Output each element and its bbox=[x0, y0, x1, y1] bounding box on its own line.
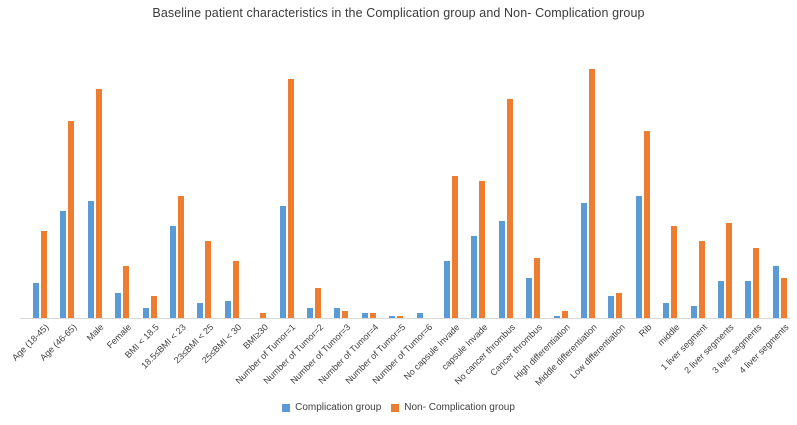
complication-bar-20 bbox=[581, 203, 587, 318]
complication-bar-26 bbox=[745, 281, 752, 318]
complication-bar-1 bbox=[60, 211, 67, 318]
non-complication-bar-6 bbox=[205, 241, 212, 318]
non-complication-bar-13 bbox=[397, 316, 404, 318]
non-complication-bar-22 bbox=[643, 131, 650, 318]
complication-bar-18 bbox=[526, 278, 533, 318]
legend-swatch-non-complication-icon bbox=[391, 403, 400, 412]
chart-title: Baseline patient characteristics in the … bbox=[152, 6, 645, 20]
non-complication-bar-2 bbox=[95, 89, 102, 318]
x-axis-line bbox=[20, 318, 790, 319]
complication-bar-16 bbox=[471, 236, 478, 318]
non-complication-bar-19 bbox=[561, 311, 568, 318]
non-complication-bar-11 bbox=[342, 311, 349, 318]
non-complication-bar-9 bbox=[287, 79, 294, 318]
non-complication-bar-12 bbox=[369, 313, 376, 318]
non-complication-bar-25 bbox=[726, 223, 732, 318]
complication-bar-6 bbox=[197, 303, 204, 318]
complication-bar-15 bbox=[444, 261, 450, 318]
non-complication-bar-27 bbox=[780, 278, 787, 318]
complication-bar-2 bbox=[87, 201, 94, 318]
non-complication-bar-10 bbox=[315, 288, 321, 318]
complication-bar-23 bbox=[663, 303, 670, 318]
non-complication-bar-5 bbox=[178, 196, 184, 318]
legend-label-non-complication: Non- Complication group bbox=[404, 402, 515, 413]
non-complication-bar-1 bbox=[68, 121, 75, 318]
non-complication-bar-7 bbox=[232, 261, 239, 318]
legend-item-complication: Complication group bbox=[282, 402, 381, 413]
complication-bar-12 bbox=[361, 313, 368, 318]
non-complication-bar-18 bbox=[534, 258, 541, 318]
complication-bar-7 bbox=[224, 301, 231, 318]
non-complication-bar-20 bbox=[589, 69, 595, 318]
complication-bar-10 bbox=[307, 308, 313, 318]
complication-bar-11 bbox=[334, 308, 341, 318]
category-label-2: Male bbox=[85, 322, 106, 343]
complication-bar-9 bbox=[279, 206, 286, 318]
non-complication-bar-24 bbox=[698, 241, 705, 318]
non-complication-bar-17 bbox=[506, 99, 513, 318]
category-label-27: 4 liver segments bbox=[737, 322, 791, 376]
complication-bar-4 bbox=[142, 308, 149, 318]
complication-bar-19 bbox=[553, 316, 560, 318]
complication-bar-3 bbox=[115, 293, 122, 318]
complication-bar-25 bbox=[718, 281, 724, 318]
non-complication-bar-21 bbox=[616, 293, 623, 318]
non-complication-bar-26 bbox=[753, 248, 760, 318]
non-complication-bar-16 bbox=[479, 181, 486, 318]
category-label-22: Rib bbox=[637, 322, 654, 339]
non-complication-bar-8 bbox=[260, 313, 267, 318]
legend-swatch-complication-icon bbox=[282, 403, 291, 412]
complication-bar-5 bbox=[170, 226, 176, 318]
complication-bar-13 bbox=[389, 316, 396, 318]
complication-bar-21 bbox=[608, 296, 615, 318]
complication-bar-17 bbox=[498, 221, 505, 318]
non-complication-bar-23 bbox=[671, 226, 678, 318]
non-complication-bar-4 bbox=[150, 296, 157, 318]
complication-bar-24 bbox=[690, 306, 697, 318]
complication-bar-22 bbox=[635, 196, 642, 318]
complication-bar-14 bbox=[416, 313, 423, 318]
complication-bar-0 bbox=[33, 283, 39, 318]
legend: Complication group Non- Complication gro… bbox=[0, 402, 797, 413]
legend-item-non-complication: Non- Complication group bbox=[391, 402, 515, 413]
non-complication-bar-0 bbox=[41, 231, 47, 318]
non-complication-bar-15 bbox=[452, 176, 458, 318]
complication-bar-27 bbox=[772, 266, 779, 318]
legend-label-complication: Complication group bbox=[295, 402, 382, 413]
non-complication-bar-3 bbox=[123, 266, 130, 318]
category-label-23: middle bbox=[655, 322, 682, 348]
